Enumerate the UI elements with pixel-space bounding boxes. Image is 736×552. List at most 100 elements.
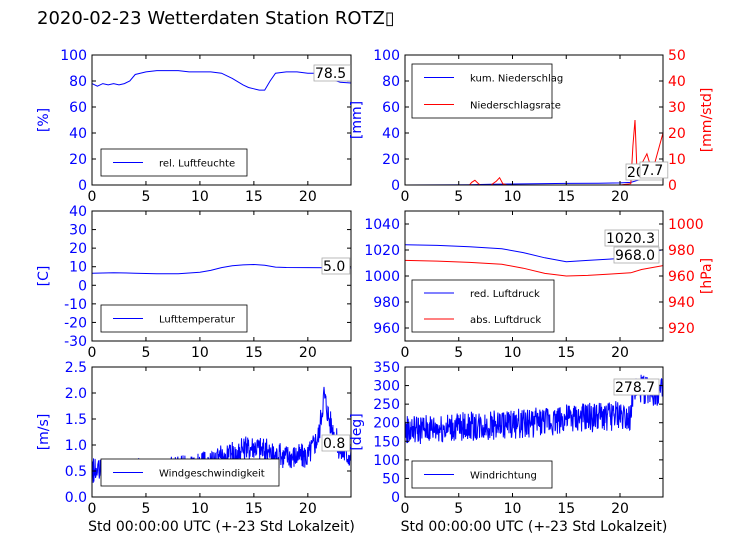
series-line-kum-niederschlag	[405, 174, 663, 185]
y-tick-label: 0.0	[65, 490, 87, 506]
y-tick-label: 60	[69, 100, 87, 116]
y-tick-label: 1.0	[65, 438, 87, 454]
y-tick-label: -20	[64, 315, 87, 331]
x-tick-label: 15	[557, 501, 575, 517]
y-axis-label: [deg]	[349, 413, 365, 450]
legend-frame	[411, 279, 555, 333]
y-tick-label-right: 10	[668, 152, 686, 168]
value-label: 5.0	[323, 259, 345, 275]
x-tick-label: 20	[299, 345, 317, 361]
plot-frame	[404, 54, 664, 186]
y-tick-label: 1000	[364, 269, 400, 285]
y-tick-label: 40	[69, 126, 87, 142]
y-tick-label-right: 1000	[668, 217, 704, 233]
legend: Lufttemperatur	[100, 304, 248, 333]
value-label-box	[313, 64, 351, 82]
legend-entry: rel. Luftfeuchte	[159, 159, 235, 170]
y-tick-label: 20	[382, 152, 400, 168]
value-label: 7.7	[641, 163, 663, 179]
y-tick-label: 40	[69, 204, 87, 220]
x-tick-label: 0	[401, 345, 410, 361]
y-tick-label: 0	[391, 490, 400, 506]
series-line-rel-luftfeuchte	[92, 70, 351, 91]
series-line-niederschlagsrate	[405, 119, 663, 185]
x-tick-label: 5	[454, 189, 463, 205]
legend: kum. Niederschlag Niederschlagsrate	[411, 63, 563, 119]
legend: red. Luftdruck abs. Luftdruck	[411, 279, 555, 333]
y-tick-label: 2.0	[65, 386, 87, 402]
y-tick-label: 20	[69, 241, 87, 257]
x-tick-label: 10	[504, 189, 522, 205]
y-tick-label: -30	[64, 334, 87, 350]
legend-entry: Windgeschwindigkeit	[159, 469, 265, 480]
x-tick-label: 10	[191, 345, 209, 361]
y-tick-label: 300	[373, 379, 400, 395]
y-tick-label: 200	[373, 416, 400, 432]
y-tick-label: -10	[64, 297, 87, 313]
y-tick-label: 0	[78, 278, 87, 294]
y-tick-label: 0	[78, 178, 87, 194]
y-tick-label: 1.5	[65, 412, 87, 428]
legend-frame	[411, 63, 553, 119]
y-tick-label: 40	[382, 126, 400, 142]
y-tick-label: 80	[69, 74, 87, 90]
y-tick-label-right: 920	[668, 321, 695, 337]
y-tick-label: 100	[373, 453, 400, 469]
x-tick-label: 10	[504, 345, 522, 361]
plot-frame	[404, 366, 664, 498]
y-axis-label: [%]	[36, 108, 52, 132]
series-line-lufttemperatur	[92, 263, 351, 275]
y-tick-label: 1020	[364, 243, 400, 259]
y-tick-label-right: 960	[668, 269, 695, 285]
series-line-windrichtung	[405, 374, 663, 445]
x-tick-label: 5	[141, 501, 150, 517]
y-tick-label: 60	[382, 100, 400, 116]
value-label: 1020.3	[606, 231, 655, 247]
y-tick-label: 100	[373, 48, 400, 64]
y-tick-label: 0	[391, 178, 400, 194]
value-label-box	[639, 161, 669, 179]
y-tick-label: 80	[382, 74, 400, 90]
chart-panel-humidity: 0 5 10 15 20 0 20 40 60 80 100 [%] rel. Luftfeuchte 7…	[36, 48, 352, 205]
legend-entry: abs. Luftdruck	[470, 315, 541, 326]
plot-frame	[91, 210, 352, 342]
value-label: 0.8	[323, 436, 345, 452]
x-tick-label: 0	[88, 501, 97, 517]
figure-title: 2020-02-23 Wetterdaten Station ROTZ▯	[37, 8, 395, 29]
y-axis-label: [m/s]	[36, 414, 52, 451]
x-tick-label: 15	[557, 189, 575, 205]
y-tick-label: 2.5	[65, 360, 87, 376]
x-tick-label: 15	[245, 501, 263, 517]
x-tick-label: 15	[557, 345, 575, 361]
y-tick-label: 960	[373, 321, 400, 337]
x-tick-label: 0	[88, 189, 97, 205]
legend-entry: Niederschlagsrate	[470, 101, 561, 112]
legend-entry: red. Luftdruck	[470, 289, 540, 300]
y-tick-label-right: 40	[668, 74, 686, 90]
y-axis-label: [C]	[36, 266, 52, 287]
value-label: 78.5	[315, 66, 346, 82]
x-tick-label: 20	[611, 189, 629, 205]
y-tick-label: 10	[69, 260, 87, 276]
chart-panel-temperature: 0 5 10 15 20 -30 -20 -10 0 10 20 30 40 [C] Lufttempera…	[36, 204, 352, 361]
x-tick-label: 15	[245, 345, 263, 361]
x-tick-label: 10	[191, 501, 209, 517]
chart-panel-precipitation: 0 5 10 15 20 0 20 40 60 80 100 0 10 20 30 40 50 [mm] [mm/s…	[349, 48, 715, 205]
chart-panel-wind_speed: 0 5 10 15 20 0.0 0.5 1.0 1.5 2.0 2.5 [m/s] Std 00:00…	[36, 360, 355, 535]
value-label-box	[604, 229, 659, 247]
x-axis-label: Std 00:00:00 UTC (+-23 Std Lokalzeit)	[401, 519, 668, 535]
x-tick-label: 5	[141, 345, 150, 361]
x-tick-label: 15	[245, 189, 263, 205]
x-tick-label: 20	[611, 345, 629, 361]
y-axis-label-right: [hPa]	[699, 258, 715, 294]
y-tick-label: 100	[60, 48, 87, 64]
x-tick-label: 0	[401, 189, 410, 205]
value-label-box	[321, 434, 351, 452]
y-tick-label-right: 50	[668, 48, 686, 64]
x-tick-label: 0	[401, 501, 410, 517]
y-tick-label-right: 30	[668, 100, 686, 116]
y-tick-label: 250	[373, 397, 400, 413]
legend: rel. Luftfeuchte	[100, 148, 248, 177]
y-tick-label-right: 940	[668, 295, 695, 311]
